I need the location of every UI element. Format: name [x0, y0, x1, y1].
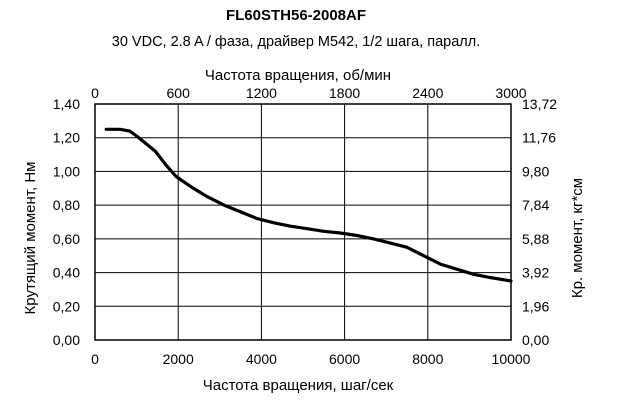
left-axis-label: Крутящий момент, Нм [22, 162, 39, 315]
x-tick-label: 6000 [329, 351, 360, 367]
y2-tick-label: 9,80 [522, 163, 549, 179]
chart-title: FL60STH56-2008AF [226, 7, 366, 24]
y-tick-label: 0,40 [53, 265, 80, 281]
top-axis-label: Частота вращения, об/мин [205, 67, 391, 84]
y2-tick-label: 3,92 [522, 265, 549, 281]
grid [95, 104, 511, 340]
y2-tick-label: 7,84 [522, 197, 549, 213]
x2-tick-label: 1800 [329, 85, 360, 101]
y-tick-label: 1,20 [53, 130, 80, 146]
x-tick-label: 2000 [163, 351, 194, 367]
y-tick-label: 0,80 [53, 197, 80, 213]
y-tick-label: 0,20 [53, 298, 80, 314]
x-tick-label: 4000 [246, 351, 277, 367]
torque-curve-line [104, 127, 513, 283]
x2-tick-label: 2400 [412, 85, 443, 101]
x-tick-label: 10000 [492, 351, 531, 367]
tick-labels: 0 0 2000 600 4000 1200 6000 1800 8000 2400 10000 30… [53, 85, 557, 367]
x-tick-label: 8000 [412, 351, 443, 367]
plot-frame [94, 103, 512, 341]
y-tick-label: 0,60 [53, 231, 80, 247]
y2-tick-label: 13,72 [522, 96, 557, 112]
x2-tick-label: 0 [91, 85, 99, 101]
y-tick-label: 1,40 [53, 96, 80, 112]
y2-tick-label: 5,88 [522, 231, 549, 247]
y-tick-label: 1,00 [53, 163, 80, 179]
bottom-axis-label: Частота вращения, шаг/сек [203, 377, 394, 394]
y2-tick-label: 0,00 [522, 332, 549, 348]
y-tick-label: 0,00 [53, 332, 80, 348]
x-tick-label: 0 [91, 351, 99, 367]
y2-tick-label: 1,96 [522, 298, 549, 314]
y2-tick-label: 11,76 [522, 130, 556, 146]
x2-tick-label: 600 [167, 85, 191, 101]
series-group [104, 127, 513, 283]
right-axis-label: Кр. момент, кг*см [569, 178, 586, 298]
x2-tick-label: 1200 [246, 85, 277, 101]
chart-subtitle: 30 VDC, 2.8 A / фаза, драйвер М542, 1/2 … [112, 34, 480, 50]
x2-tick-label: 3000 [495, 85, 526, 101]
